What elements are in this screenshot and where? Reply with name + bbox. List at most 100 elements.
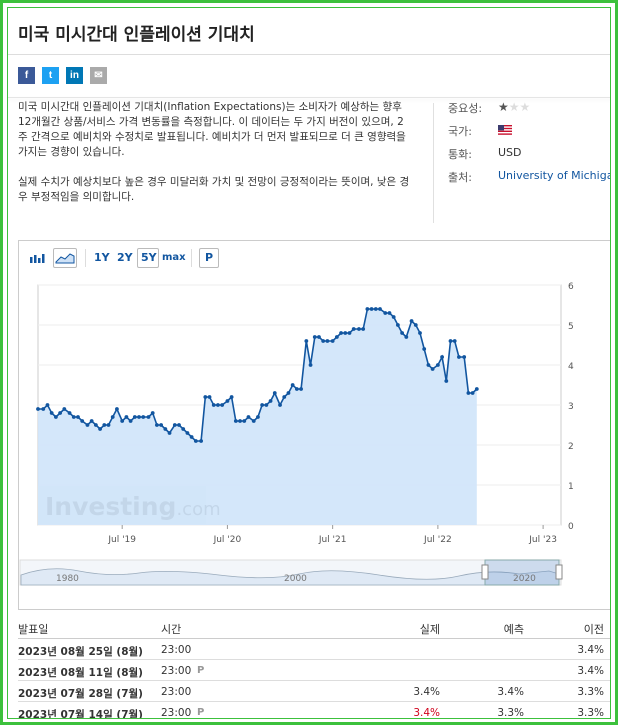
page-title: 미국 미시간대 인플레이션 기대치 (18, 25, 255, 45)
data-point (395, 323, 400, 327)
y-tick-label: 6 (568, 282, 574, 292)
data-point (404, 335, 409, 339)
data-point (286, 391, 291, 395)
data-point (225, 399, 230, 403)
data-point (462, 355, 467, 359)
data-point (146, 415, 151, 419)
preliminary-icon: P (197, 665, 205, 676)
star-icon: ★ (498, 100, 509, 114)
country-label: 국가: (448, 125, 472, 138)
linkedin-share-button[interactable]: in (66, 67, 83, 84)
navigator-series (20, 568, 560, 586)
previous-value: 3.4% (577, 665, 604, 677)
x-axis: Jul '19 Jul '20 Jul '21 Jul '22 Jul '23 (107, 525, 557, 545)
data-point (343, 331, 348, 335)
data-point (199, 439, 204, 443)
preliminary-icon: P (197, 707, 205, 718)
bar-chart-icon (30, 254, 45, 263)
release-date: 2023년 08월 11일 (8월) (18, 667, 143, 679)
navigator-handle-right[interactable] (555, 564, 563, 580)
data-point (58, 411, 62, 415)
data-point (36, 407, 40, 411)
range-selected-box (137, 248, 159, 268)
range-max-button[interactable]: max (162, 252, 186, 263)
x-tick-label: Jul '21 (318, 535, 347, 545)
data-point (246, 415, 251, 419)
data-point (159, 423, 164, 427)
data-point (339, 331, 343, 335)
data-point (413, 323, 418, 327)
data-point (242, 419, 247, 423)
range-navigator[interactable]: 1980 2000 2020 (19, 559, 563, 586)
data-point (357, 327, 361, 331)
data-point (155, 423, 159, 427)
data-point (373, 307, 378, 311)
data-point (141, 415, 146, 419)
data-point (124, 415, 129, 419)
data-point (457, 355, 461, 359)
actual-value: 3.4% (413, 707, 440, 719)
range-1y-button[interactable]: 1Y (94, 251, 110, 264)
currency-row: 통화: USD (448, 146, 610, 169)
prelim-toggle-box[interactable] (199, 248, 219, 268)
series-area (38, 309, 477, 525)
data-point (251, 419, 256, 423)
x-tick-label: Jul '20 (213, 535, 242, 545)
navigator-label: 1980 (56, 574, 79, 584)
header-time: 시간 (161, 623, 182, 636)
data-point (45, 403, 50, 407)
data-point (334, 335, 339, 339)
currency-label: 통화: (448, 148, 472, 161)
data-point (282, 395, 287, 399)
data-point (110, 415, 115, 419)
data-point (409, 319, 414, 323)
data-point (452, 339, 457, 343)
navigator-handle-left[interactable] (481, 564, 489, 580)
data-point (93, 423, 98, 427)
previous-value: 3.3% (577, 707, 604, 719)
data-point (256, 415, 260, 419)
y-tick-label: 0 (568, 522, 574, 532)
data-point (85, 423, 90, 427)
data-point (470, 391, 475, 395)
y-axis: 0 1 2 3 4 5 6 (568, 282, 574, 532)
data-point (361, 327, 366, 331)
data-point (347, 331, 352, 335)
data-point (268, 399, 273, 403)
currency-value: USD (498, 146, 522, 159)
data-point (330, 339, 335, 343)
twitter-share-button[interactable]: t (42, 67, 59, 84)
prelim-toggle-button[interactable]: P (205, 251, 214, 264)
data-point (167, 431, 172, 435)
data-point (211, 403, 216, 407)
data-point (264, 403, 269, 407)
source-row: 출처: University of Michigan (448, 169, 611, 192)
x-tick-label: Jul '19 (107, 535, 136, 545)
data-point (440, 355, 444, 359)
area-chart-icon (55, 253, 75, 264)
title-divider (8, 54, 610, 55)
data-point (312, 335, 317, 339)
series-points (36, 307, 479, 443)
release-time: 23:00 (161, 665, 192, 677)
country-row: 국가: (448, 123, 610, 146)
range-2y-button[interactable]: 2Y (117, 251, 133, 264)
bar-chart-button[interactable] (25, 248, 49, 268)
source-link[interactable]: University of Michigan (498, 169, 611, 182)
chart-toolbar: 1Y 2Y 5Y max P (19, 241, 610, 275)
data-point (71, 415, 76, 419)
previous-value: 3.3% (577, 686, 604, 698)
data-point (304, 339, 309, 343)
email-share-button[interactable]: ✉ (90, 67, 107, 84)
facebook-share-button[interactable]: f (18, 67, 35, 84)
data-point (229, 395, 234, 399)
range-5y-button[interactable]: 5Y (141, 251, 157, 264)
data-point (272, 391, 277, 395)
data-point (426, 363, 431, 367)
data-point (102, 423, 107, 427)
area-chart-button[interactable] (53, 248, 77, 268)
data-point (207, 395, 212, 399)
release-date: 2023년 07월 28일 (7월) (18, 688, 143, 700)
